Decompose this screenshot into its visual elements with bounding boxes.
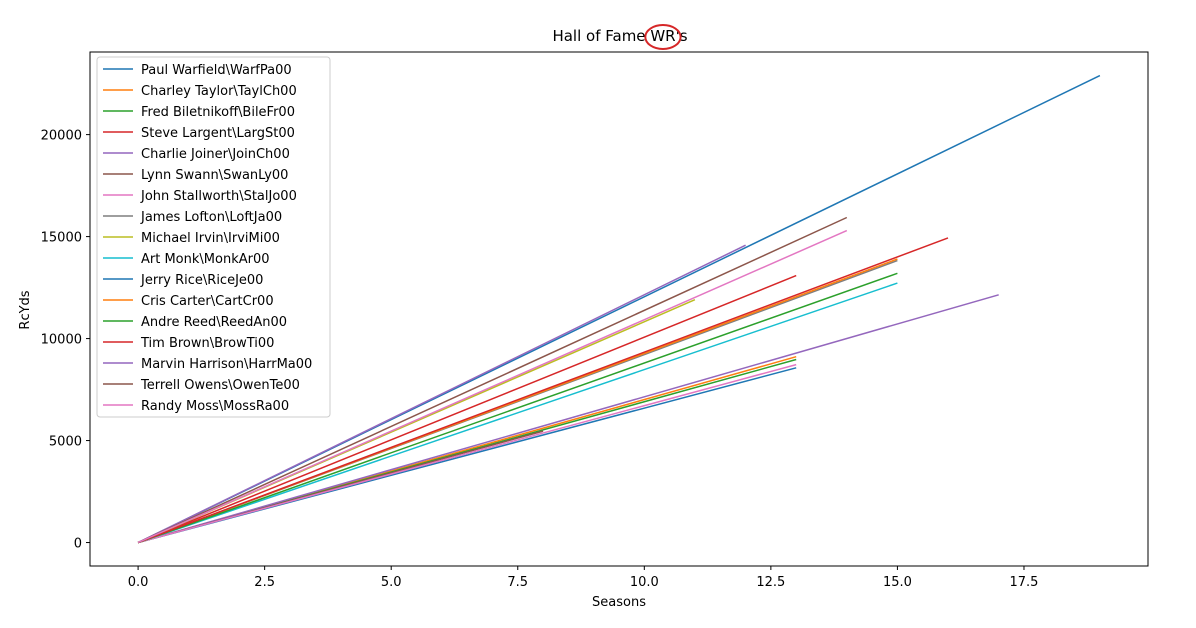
- series-line-16: [137, 229, 848, 544]
- x-axis-ticks: 0.0 2.5 5.0 7.5 10.0 12.5 15.0 17.5: [128, 566, 1038, 590]
- legend-label-15: Terrell Owens\OwenTe00: [140, 378, 300, 393]
- legend-label-6: John Stallworth\StalJo00: [140, 189, 297, 204]
- legend-items: Paul Warfield\WarfPa00 Charley Taylor\Tay…: [103, 63, 312, 414]
- x-tick-label: 2.5: [254, 575, 275, 590]
- series-line-4: [137, 294, 999, 544]
- y-axis-ticks: 0 5000 10000 15000 20000: [41, 129, 90, 552]
- legend-label-0: Paul Warfield\WarfPa00: [141, 63, 292, 78]
- legend-label-3: Steve Largent\LargSt00: [141, 126, 295, 141]
- chart-title-circled-word: WR: [650, 27, 675, 45]
- legend-label-8: Michael Irvin\IrviMi00: [141, 231, 280, 246]
- legend-label-12: Andre Reed\ReedAn00: [141, 315, 287, 330]
- legend-label-11: Cris Carter\CartCr00: [141, 294, 274, 309]
- plot-lines: [137, 74, 1101, 544]
- series-line-15: [137, 216, 848, 544]
- y-tick-label: 15000: [41, 231, 82, 246]
- title-annotation-circle: [644, 24, 682, 50]
- axes-frame: [89, 51, 1149, 567]
- x-tick-label: 17.5: [1009, 575, 1038, 590]
- x-axis-label: Seasons: [592, 595, 646, 610]
- y-axis-label: RcYds: [18, 290, 33, 329]
- legend-label-2: Fred Biletnikoff\BileFr00: [141, 105, 295, 120]
- legend-label-1: Charley Taylor\TaylCh00: [141, 84, 297, 99]
- chart-title-prefix: Hall of Fame: [552, 27, 650, 45]
- y-tick-label: 10000: [41, 333, 82, 348]
- legend-label-16: Randy Moss\MossRa00: [141, 399, 289, 414]
- legend-label-5: Lynn Swann\SwanLy00: [141, 168, 288, 183]
- x-tick-label: 5.0: [381, 575, 402, 590]
- x-tick-label: 7.5: [507, 575, 528, 590]
- y-tick-label: 20000: [41, 129, 82, 144]
- legend: Paul Warfield\WarfPa00 Charley Taylor\Tay…: [96, 56, 331, 418]
- series-line-6: [137, 363, 797, 544]
- x-tick-label: 10.0: [630, 575, 659, 590]
- series-line-9: [137, 282, 898, 544]
- legend-label-9: Art Monk\MonkAr00: [141, 252, 270, 267]
- chart-title: Hall of Fame WR's: [552, 27, 687, 45]
- x-tick-label: 12.5: [756, 575, 785, 590]
- legend-label-4: Charlie Joiner\JoinCh00: [141, 147, 290, 162]
- legend-label-13: Tim Brown\BrowTi00: [140, 336, 274, 351]
- legend-label-14: Marvin Harrison\HarrMa00: [141, 357, 312, 372]
- x-tick-label: 15.0: [883, 575, 912, 590]
- series-line-13: [137, 237, 949, 544]
- x-tick-label: 0.0: [128, 575, 149, 590]
- y-tick-label: 0: [74, 537, 82, 552]
- series-line-12: [137, 272, 898, 544]
- legend-label-7: James Lofton\LoftJa00: [140, 210, 282, 225]
- legend-box: [96, 56, 331, 418]
- y-tick-label: 5000: [49, 435, 82, 450]
- series-line-14: [137, 244, 746, 544]
- legend-label-10: Jerry Rice\RiceJe00: [140, 273, 263, 288]
- series-line-3: [137, 274, 797, 544]
